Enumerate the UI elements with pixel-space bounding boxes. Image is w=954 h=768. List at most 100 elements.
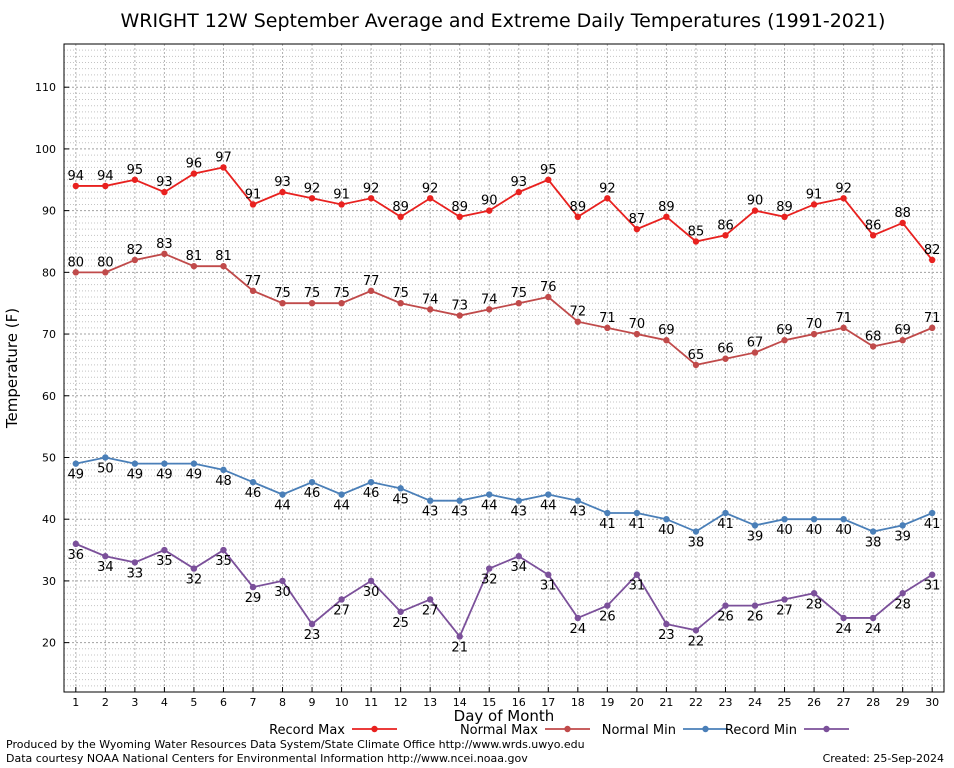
- data-point: [928, 509, 936, 517]
- data-label: 92: [599, 181, 616, 196]
- x-tick-label: 12: [394, 696, 408, 709]
- data-point: [692, 528, 700, 535]
- data-label: 44: [481, 499, 498, 514]
- data-label: 67: [747, 336, 764, 351]
- data-point: [161, 546, 168, 554]
- data-label: 41: [717, 517, 734, 532]
- data-point: [397, 608, 404, 615]
- data-label: 26: [599, 610, 616, 625]
- data-point: [486, 565, 493, 572]
- data-label: 39: [894, 529, 911, 544]
- data-label: 69: [776, 323, 793, 338]
- data-point: [633, 571, 641, 578]
- data-point: [72, 460, 80, 467]
- y-axis: 20 30 40 50 60 70 80 90 100 110: [35, 81, 69, 650]
- data-label: 35: [215, 554, 232, 569]
- data-label: 91: [245, 187, 262, 202]
- legend-item: Normal Max: [460, 723, 590, 738]
- data-point: [810, 590, 818, 597]
- data-point: [102, 269, 109, 276]
- data-point: [397, 213, 404, 220]
- data-label: 93: [510, 175, 527, 190]
- data-label: 43: [510, 505, 527, 520]
- x-tick-label: 21: [659, 696, 673, 709]
- x-tick-label: 9: [309, 696, 316, 709]
- data-point: [161, 250, 168, 258]
- data-point: [249, 201, 257, 208]
- data-label: 97: [215, 150, 232, 165]
- data-label: 75: [333, 286, 350, 301]
- data-label: 45: [392, 492, 409, 507]
- data-point: [781, 516, 788, 523]
- data-point: [279, 491, 286, 498]
- x-tick-label: 1: [72, 696, 79, 709]
- data-point: [102, 454, 109, 461]
- data-label: 32: [186, 573, 203, 588]
- data-label: 74: [481, 292, 498, 307]
- data-label: 26: [717, 610, 734, 625]
- data-point: [426, 497, 434, 504]
- data-point: [456, 213, 463, 220]
- data-label: 82: [924, 243, 941, 258]
- data-point: [249, 287, 257, 295]
- data-label: 41: [629, 517, 646, 532]
- data-point: [515, 300, 522, 307]
- data-label: 30: [274, 585, 291, 600]
- data-point: [869, 343, 877, 350]
- data-label: 44: [540, 499, 557, 514]
- data-label: 40: [806, 523, 823, 538]
- legend-label: Normal Max: [460, 723, 538, 738]
- data-label: 68: [865, 329, 882, 344]
- data-label: 39: [747, 529, 764, 544]
- y-axis-label: Temperature (F): [3, 308, 21, 429]
- data-point: [131, 559, 139, 566]
- data-label: 89: [776, 200, 793, 215]
- data-label: 29: [245, 591, 262, 606]
- data-point: [338, 491, 345, 498]
- data-label: 74: [422, 292, 439, 307]
- data-point: [220, 164, 227, 171]
- data-point: [928, 256, 936, 264]
- data-point: [367, 577, 375, 585]
- data-label: 21: [451, 640, 468, 655]
- data-label: 94: [68, 169, 85, 184]
- legend-marker: [702, 725, 709, 733]
- data-point: [279, 300, 286, 307]
- legend-label: Record Min: [725, 723, 797, 738]
- data-label: 31: [629, 579, 646, 594]
- data-label: 80: [68, 255, 85, 270]
- data-point: [604, 509, 611, 517]
- data-point: [899, 337, 906, 344]
- data-point: [810, 201, 818, 208]
- data-point: [131, 176, 139, 183]
- data-label: 70: [806, 317, 823, 332]
- data-label: 92: [304, 181, 321, 196]
- y-tick-label: 100: [35, 143, 56, 156]
- data-label: 34: [97, 560, 114, 575]
- legend-item: Record Min: [725, 723, 849, 738]
- data-point: [161, 460, 168, 467]
- data-label: 95: [540, 163, 557, 178]
- data-label: 90: [747, 194, 764, 209]
- data-point: [899, 522, 906, 529]
- data-label: 66: [717, 342, 734, 357]
- data-point: [840, 614, 847, 622]
- data-point: [545, 293, 552, 301]
- x-tick-label: 16: [512, 696, 526, 709]
- data-label: 86: [865, 218, 882, 233]
- data-point: [899, 219, 906, 227]
- data-label: 32: [481, 573, 498, 588]
- data-point: [486, 491, 493, 498]
- data-label: 43: [570, 505, 587, 520]
- data-label: 89: [451, 200, 468, 215]
- data-label: 23: [304, 628, 321, 643]
- data-point: [338, 201, 345, 208]
- legend-marker: [371, 725, 378, 733]
- data-point: [604, 602, 611, 609]
- x-tick-label: 7: [249, 696, 256, 709]
- data-label: 92: [835, 181, 852, 196]
- data-label: 75: [304, 286, 321, 301]
- x-tick-label: 30: [925, 696, 939, 709]
- x-tick-label: 17: [541, 696, 555, 709]
- x-tick-label: 29: [896, 696, 910, 709]
